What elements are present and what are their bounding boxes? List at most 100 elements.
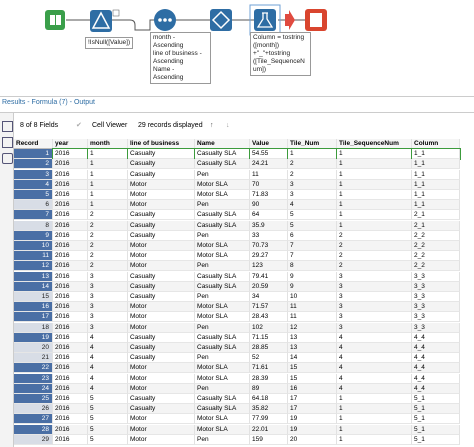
- table-cell: 9: [288, 271, 337, 282]
- table-cell: Motor: [128, 261, 195, 272]
- table-cell: 7: [288, 241, 337, 251]
- table-cell: 15: [288, 363, 337, 374]
- apply-check[interactable]: ✔: [76, 122, 82, 129]
- filter-tool[interactable]: [90, 10, 112, 32]
- table-cell: 20.59: [250, 281, 288, 292]
- table-cell: Motor SLA: [195, 179, 250, 190]
- record-number: 5: [14, 190, 53, 200]
- column-header[interactable]: year: [53, 139, 88, 149]
- table-cell: Casualty SLA: [195, 210, 250, 221]
- divider: [0, 112, 474, 113]
- column-header[interactable]: line of business: [128, 139, 195, 149]
- scroll-down[interactable]: ↓: [226, 122, 230, 129]
- table-cell: 2016: [53, 424, 88, 435]
- table-cell: 13: [288, 343, 337, 353]
- table-cell: Motor: [128, 434, 195, 445]
- icon: [168, 18, 172, 22]
- table-cell: Casualty: [128, 332, 195, 343]
- table-cell: 1_1: [412, 159, 460, 170]
- table-cell: 3_3: [412, 302, 460, 313]
- results-header: Results - Formula (7) - Output: [0, 96, 474, 111]
- table-cell: 2016: [53, 383, 88, 394]
- table-cell: 11: [250, 169, 288, 180]
- table-cell: 24.21: [250, 159, 288, 170]
- table-cell: Casualty: [128, 404, 195, 415]
- table-cell: 1: [337, 220, 412, 231]
- record-number: 13: [14, 271, 53, 282]
- side-icon[interactable]: [2, 153, 13, 164]
- table-cell: 2016: [53, 230, 88, 241]
- table-cell: 28.39: [250, 373, 288, 384]
- table-cell: Motor: [128, 312, 195, 323]
- table-cell: 89: [250, 383, 288, 394]
- side-icon[interactable]: [2, 137, 13, 148]
- table-cell: 3_3: [412, 312, 460, 323]
- column-header[interactable]: Tile_Num: [288, 139, 337, 149]
- icon: [211, 10, 231, 30]
- table-cell: 4: [337, 383, 412, 394]
- table-cell: 2016: [53, 281, 88, 292]
- table-cell: 16: [288, 383, 337, 394]
- table-cell: Motor: [128, 322, 195, 333]
- table-cell: 2016: [52, 148, 89, 161]
- table-cell: 2016: [53, 241, 88, 251]
- column-header[interactable]: Value: [250, 139, 288, 149]
- table-cell: 2016: [53, 332, 88, 343]
- table-cell: 2016: [53, 404, 88, 415]
- record-number: 21: [14, 353, 53, 364]
- toolbar: 8 of 8 Fields ✔ Cell Viewer 29 records d…: [14, 117, 474, 135]
- table-cell: Casualty SLA: [195, 404, 250, 415]
- record-number: 3: [14, 169, 53, 180]
- table-cell: 2016: [53, 210, 88, 221]
- table-cell: 77.99: [250, 414, 288, 425]
- table-cell: 2: [88, 220, 128, 231]
- table-cell: Motor: [128, 363, 195, 374]
- table-cell: 2016: [53, 312, 88, 323]
- table-cell: 2: [288, 169, 337, 180]
- table-cell: 2016: [53, 261, 88, 272]
- column-header[interactable]: Record: [14, 139, 53, 149]
- table-cell: Casualty: [128, 271, 195, 282]
- record-number: 2: [14, 159, 53, 170]
- table-cell: 12: [288, 322, 337, 333]
- formula-tool[interactable]: [254, 9, 276, 31]
- annotation-line: !IsNull([Value]): [88, 39, 131, 46]
- column-header[interactable]: Column: [412, 139, 460, 149]
- table-cell: 35.82: [250, 404, 288, 415]
- side-icon[interactable]: [2, 121, 13, 132]
- table-cell: 29.27: [250, 251, 288, 262]
- table-cell: 1: [336, 148, 413, 161]
- table-cell: 1: [287, 148, 338, 161]
- table-cell: 3_3: [412, 271, 460, 282]
- fields-dropdown[interactable]: 8 of 8 Fields: [20, 122, 59, 129]
- scroll-up[interactable]: ↑: [210, 122, 214, 129]
- table-cell: 3: [88, 271, 128, 282]
- column-header[interactable]: Tile_SequenceNum: [337, 139, 412, 149]
- table-cell: Casualty SLA: [195, 343, 250, 353]
- table-cell: 4: [337, 373, 412, 384]
- table-cell: 4: [88, 332, 128, 343]
- table-cell: 4: [88, 363, 128, 374]
- table-cell: 3_3: [412, 281, 460, 292]
- table-cell: 1: [337, 159, 412, 170]
- table-cell: 15: [288, 373, 337, 384]
- record-number: 28: [14, 424, 53, 435]
- table-cell: 2016: [53, 271, 88, 282]
- viewer-dropdown[interactable]: Cell Viewer: [92, 122, 128, 129]
- table-cell: Motor: [128, 414, 195, 425]
- record-number: 24: [14, 383, 53, 394]
- table-cell: Casualty SLA: [195, 159, 250, 170]
- column-header[interactable]: Name: [195, 139, 250, 149]
- annotation-line: ([month]): [253, 42, 280, 49]
- table-cell: 11: [288, 302, 337, 313]
- table-cell: 52: [250, 353, 288, 364]
- table-cell: 5: [88, 394, 128, 404]
- table-cell: 1_1: [412, 190, 460, 200]
- table-cell: 9: [288, 281, 337, 292]
- table-cell: 3_3: [412, 322, 460, 333]
- multi-row-tool[interactable]: [210, 9, 232, 31]
- column-header[interactable]: month: [88, 139, 128, 149]
- table-cell: 3: [337, 322, 412, 333]
- table-cell: 1: [337, 404, 412, 415]
- table-cell: 5_1: [412, 404, 460, 415]
